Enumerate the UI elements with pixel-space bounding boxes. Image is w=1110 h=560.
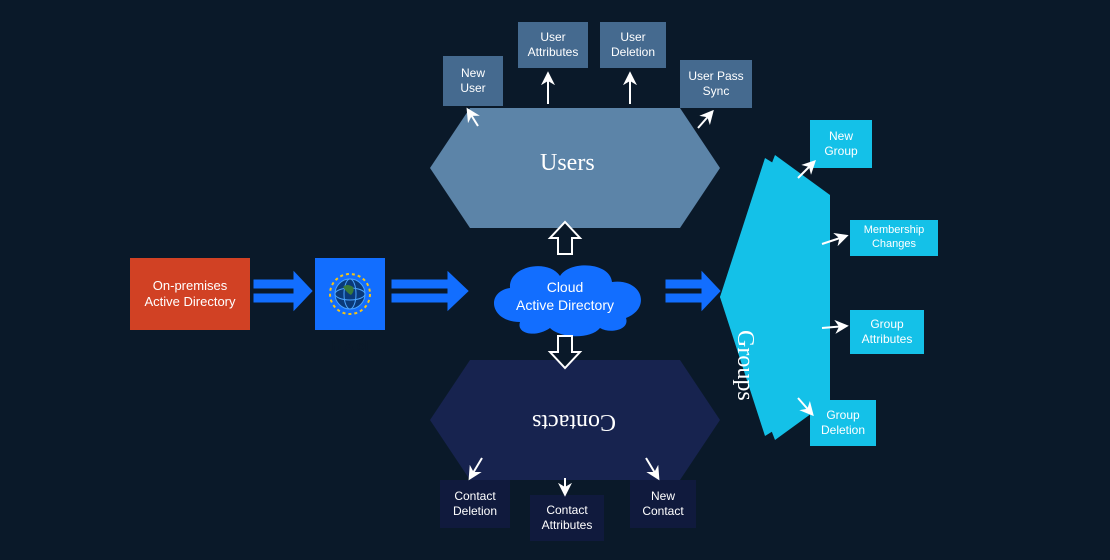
group-attributes-label: Group Attributes	[862, 317, 913, 347]
group-deletion-box: Group Deletion	[810, 400, 876, 446]
membership-changes-box: Membership Changes	[850, 220, 938, 256]
groups-hub-label: Groups	[731, 330, 758, 401]
user-attributes-box: User Attributes	[518, 22, 588, 68]
user-pass-sync-label: User Pass Sync	[688, 69, 743, 99]
diagram-stage: Users Groups Contacts On-premises Active…	[0, 0, 1110, 560]
new-group-box: New Group	[810, 120, 872, 168]
group-attributes-box: Group Attributes	[850, 310, 924, 354]
group-deletion-label: Group Deletion	[821, 408, 865, 438]
new-user-label: New User	[460, 66, 485, 96]
contact-deletion-box: Contact Deletion	[440, 480, 510, 528]
new-group-label: New Group	[824, 129, 857, 159]
membership-changes-label: Membership Changes	[864, 224, 925, 252]
users-hub-label: Users	[540, 150, 595, 177]
new-contact-box: New Contact	[630, 480, 696, 528]
cloud-ad-shape	[470, 252, 660, 340]
globe-icon	[325, 269, 375, 319]
user-deletion-box: User Deletion	[600, 22, 666, 68]
onprem-ad-box: On-premises Active Directory	[130, 258, 250, 330]
user-pass-sync-box: User Pass Sync	[680, 60, 752, 108]
onprem-line2: Active Directory	[144, 294, 235, 309]
onprem-line1: On-premises	[153, 278, 227, 293]
tool-box	[315, 258, 385, 330]
contacts-hub-label: Contacts	[532, 408, 616, 435]
contact-attributes-label: Contact Attributes	[542, 503, 593, 533]
contact-attributes-box: Contact Attributes	[530, 495, 604, 541]
user-attributes-label: User Attributes	[528, 30, 579, 60]
user-deletion-label: User Deletion	[611, 30, 655, 60]
new-contact-label: New Contact	[642, 489, 683, 519]
contact-deletion-label: Contact Deletion	[453, 489, 497, 519]
tool-label: H A ol	[300, 338, 400, 353]
new-user-box: New User	[443, 56, 503, 106]
